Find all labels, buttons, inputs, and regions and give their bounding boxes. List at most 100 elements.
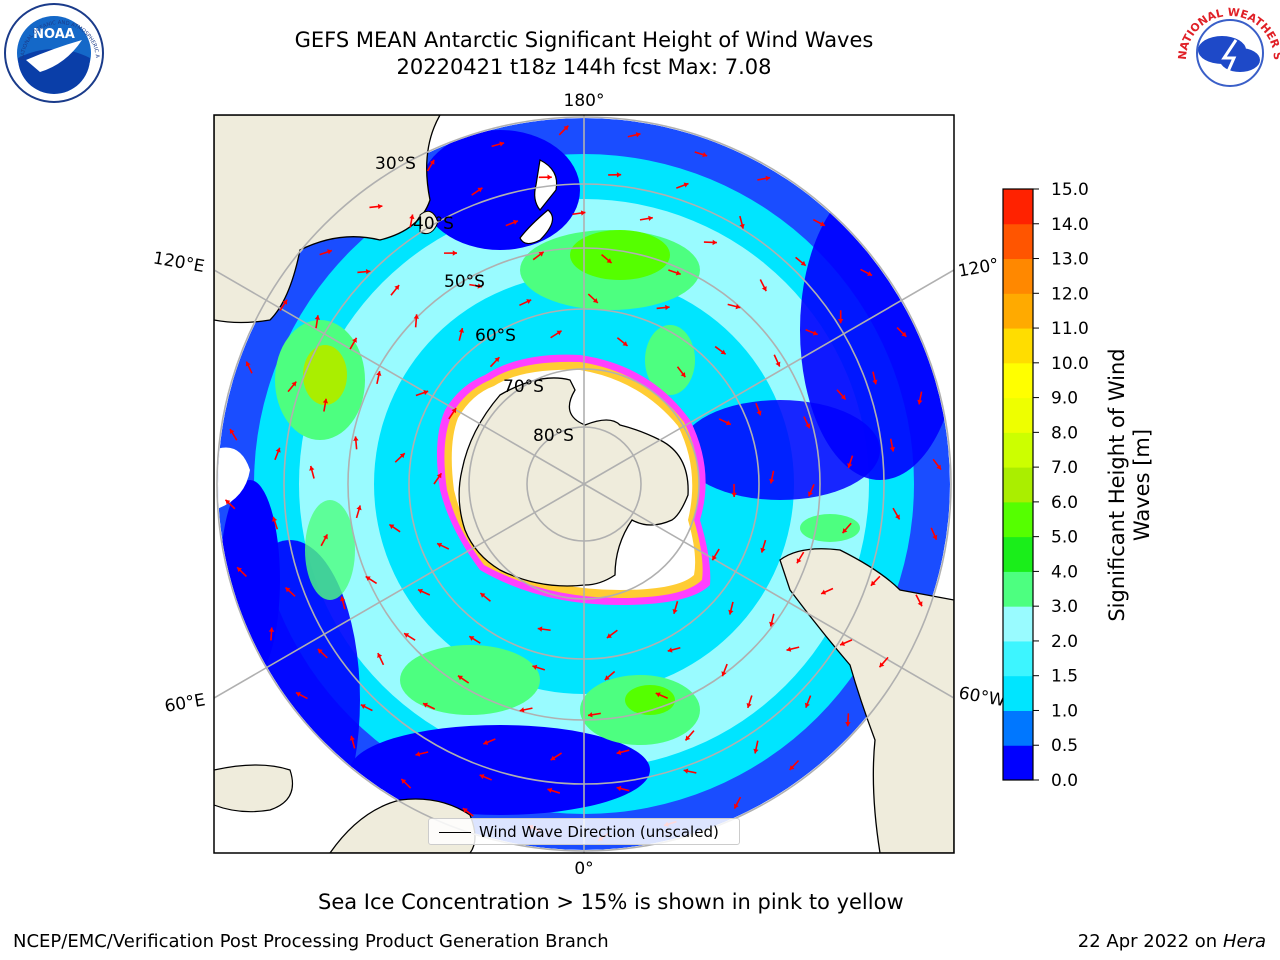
wave-direction-arrow [349, 735, 356, 749]
wave-direction-arrow [604, 670, 616, 681]
wave-direction-arrow [229, 428, 238, 441]
wave-direction-arrow [274, 447, 281, 461]
wave-direction-arrow [224, 499, 236, 510]
map-frame [213, 114, 955, 854]
wave-direction-arrow [847, 455, 854, 469]
wave-direction-arrow [287, 381, 297, 393]
wave-direction-arrow [930, 527, 938, 541]
colorbar-tick-label: 8.0 [1051, 423, 1078, 443]
wave-direction-arrow [433, 472, 443, 485]
wave-direction-arrow [601, 254, 613, 264]
wave-direction-arrow [672, 601, 679, 614]
wave-direction-arrow [519, 707, 533, 713]
wave-direction-arrow [469, 283, 483, 289]
svg-text:NATIONAL WEATHER SERVICE: NATIONAL WEATHER SERVICE [0, 0, 1280, 61]
wave-direction-arrow [458, 327, 464, 341]
wave-direction-arrow [538, 174, 552, 180]
wave-direction-arrow [845, 713, 851, 727]
colorbar-segment [1003, 362, 1033, 399]
lon-label-60e: 60°E [163, 690, 207, 717]
wave-direction-arrow [349, 337, 358, 350]
colorbar-segment [1003, 432, 1033, 468]
wave-direction-arrow [319, 249, 333, 256]
footer-date-text: 22 Apr 2022 on [1077, 931, 1223, 952]
wave-direction-arrow [839, 639, 853, 646]
sea-ice-note-text: Sea Ice Concentration > 15% is shown in … [318, 890, 904, 914]
wave-direction-arrow [355, 505, 362, 519]
wave-direction-arrow [550, 330, 563, 339]
wave-direction-arrow [804, 695, 812, 708]
colorbar-tick-label: 3.0 [1051, 597, 1078, 617]
wave-direction-arrow [587, 712, 601, 718]
wave-direction-arrow [870, 575, 881, 587]
wave-direction-arrow [587, 293, 599, 304]
wave-direction-arrow [550, 752, 562, 761]
lat-label-40s: 40°S [413, 214, 454, 234]
colorbar-tick-label: 1.5 [1051, 667, 1078, 687]
madagascar-land [214, 764, 294, 813]
wave-direction-arrow [479, 774, 492, 781]
wave-direction-arrow [400, 778, 412, 789]
wave-direction-arrow [479, 592, 491, 602]
wave-direction-arrow [317, 648, 328, 659]
wave-direction-arrow [320, 534, 329, 547]
colorbar-segment [1003, 536, 1033, 572]
colorbar-segment [1003, 467, 1033, 503]
wave-direction-arrow [376, 370, 382, 385]
wave-direction-arrow [755, 402, 762, 416]
wave-direction-arrow [759, 279, 767, 292]
wave-direction-arrow [519, 299, 532, 307]
noaa-logo: NOAA NATIONAL OCEANIC AND ATMOSPHERIC AD… [0, 0, 104, 103]
wave-direction-arrow [616, 785, 630, 792]
wave-direction-arrow [627, 132, 641, 138]
wave-direction-arrow [872, 371, 878, 385]
wave-direction-arrow [917, 391, 923, 405]
footer-date: 22 Apr 2022 on Hera [1078, 931, 1266, 952]
wave-direction-arrow [694, 151, 708, 158]
colorbar-tick-label: 0.0 [1051, 771, 1078, 791]
wave-direction-arrow [718, 418, 732, 426]
colorbar-tick-label: 9.0 [1051, 389, 1078, 409]
wave-direction-arrow [739, 215, 745, 229]
colorbar-segment [1003, 640, 1033, 677]
wave-direction-arrow [360, 703, 373, 712]
wave-direction-arrow [403, 632, 416, 641]
wave-direction-arrow [284, 586, 296, 597]
wave-direction-arrow [860, 268, 873, 277]
wave-direction-arrow [820, 587, 834, 595]
wave-direction-arrow [932, 458, 942, 471]
lat-label-60s: 60°S [475, 326, 516, 346]
wave-direction-arrow [491, 141, 505, 148]
lat-label-70s: 70°S [503, 377, 544, 397]
longitude-lines [214, 115, 954, 853]
wave-direction-arrow [340, 596, 346, 610]
wave-direction-arrow [532, 251, 545, 261]
colorbar-label: Significant Height of Wind Waves [m] [1105, 348, 1154, 622]
wave-direction-arrow [803, 416, 811, 429]
colorbar-tick-label: 10.0 [1051, 354, 1089, 374]
wave-direction-arrow [443, 250, 457, 256]
colorbar-tick-label: 12.0 [1051, 284, 1089, 304]
wave-direction-arrow [272, 516, 279, 530]
colorbar-tick-label: 11.0 [1051, 319, 1089, 339]
wave-direction-arrow [656, 304, 670, 311]
wave-direction-arrow [322, 398, 329, 412]
wave-direction-arrow [457, 674, 470, 684]
new-zealand-land [519, 159, 558, 245]
wave-direction-arrow [721, 663, 728, 677]
colorbar-tick-label: 6.0 [1051, 493, 1078, 513]
lon-label-180: 180° [564, 91, 605, 111]
colorbar-segment [1003, 258, 1033, 294]
wave-direction-arrow [245, 361, 253, 374]
colorbar-tick-label: 5.0 [1051, 528, 1078, 548]
wave-direction-arrow [676, 366, 686, 378]
wave-direction-arrow [390, 284, 400, 296]
wave-direction-arrow [836, 389, 847, 401]
wave-direction-arrow [655, 692, 669, 699]
wave-direction-arrow [532, 664, 546, 671]
wave-direction-arrow [547, 787, 561, 794]
wave-direction-arrow [377, 652, 385, 666]
wave-direction-arrow [683, 768, 697, 774]
wave-direction-arrow [236, 566, 247, 577]
wave-direction-arrow [711, 548, 720, 561]
